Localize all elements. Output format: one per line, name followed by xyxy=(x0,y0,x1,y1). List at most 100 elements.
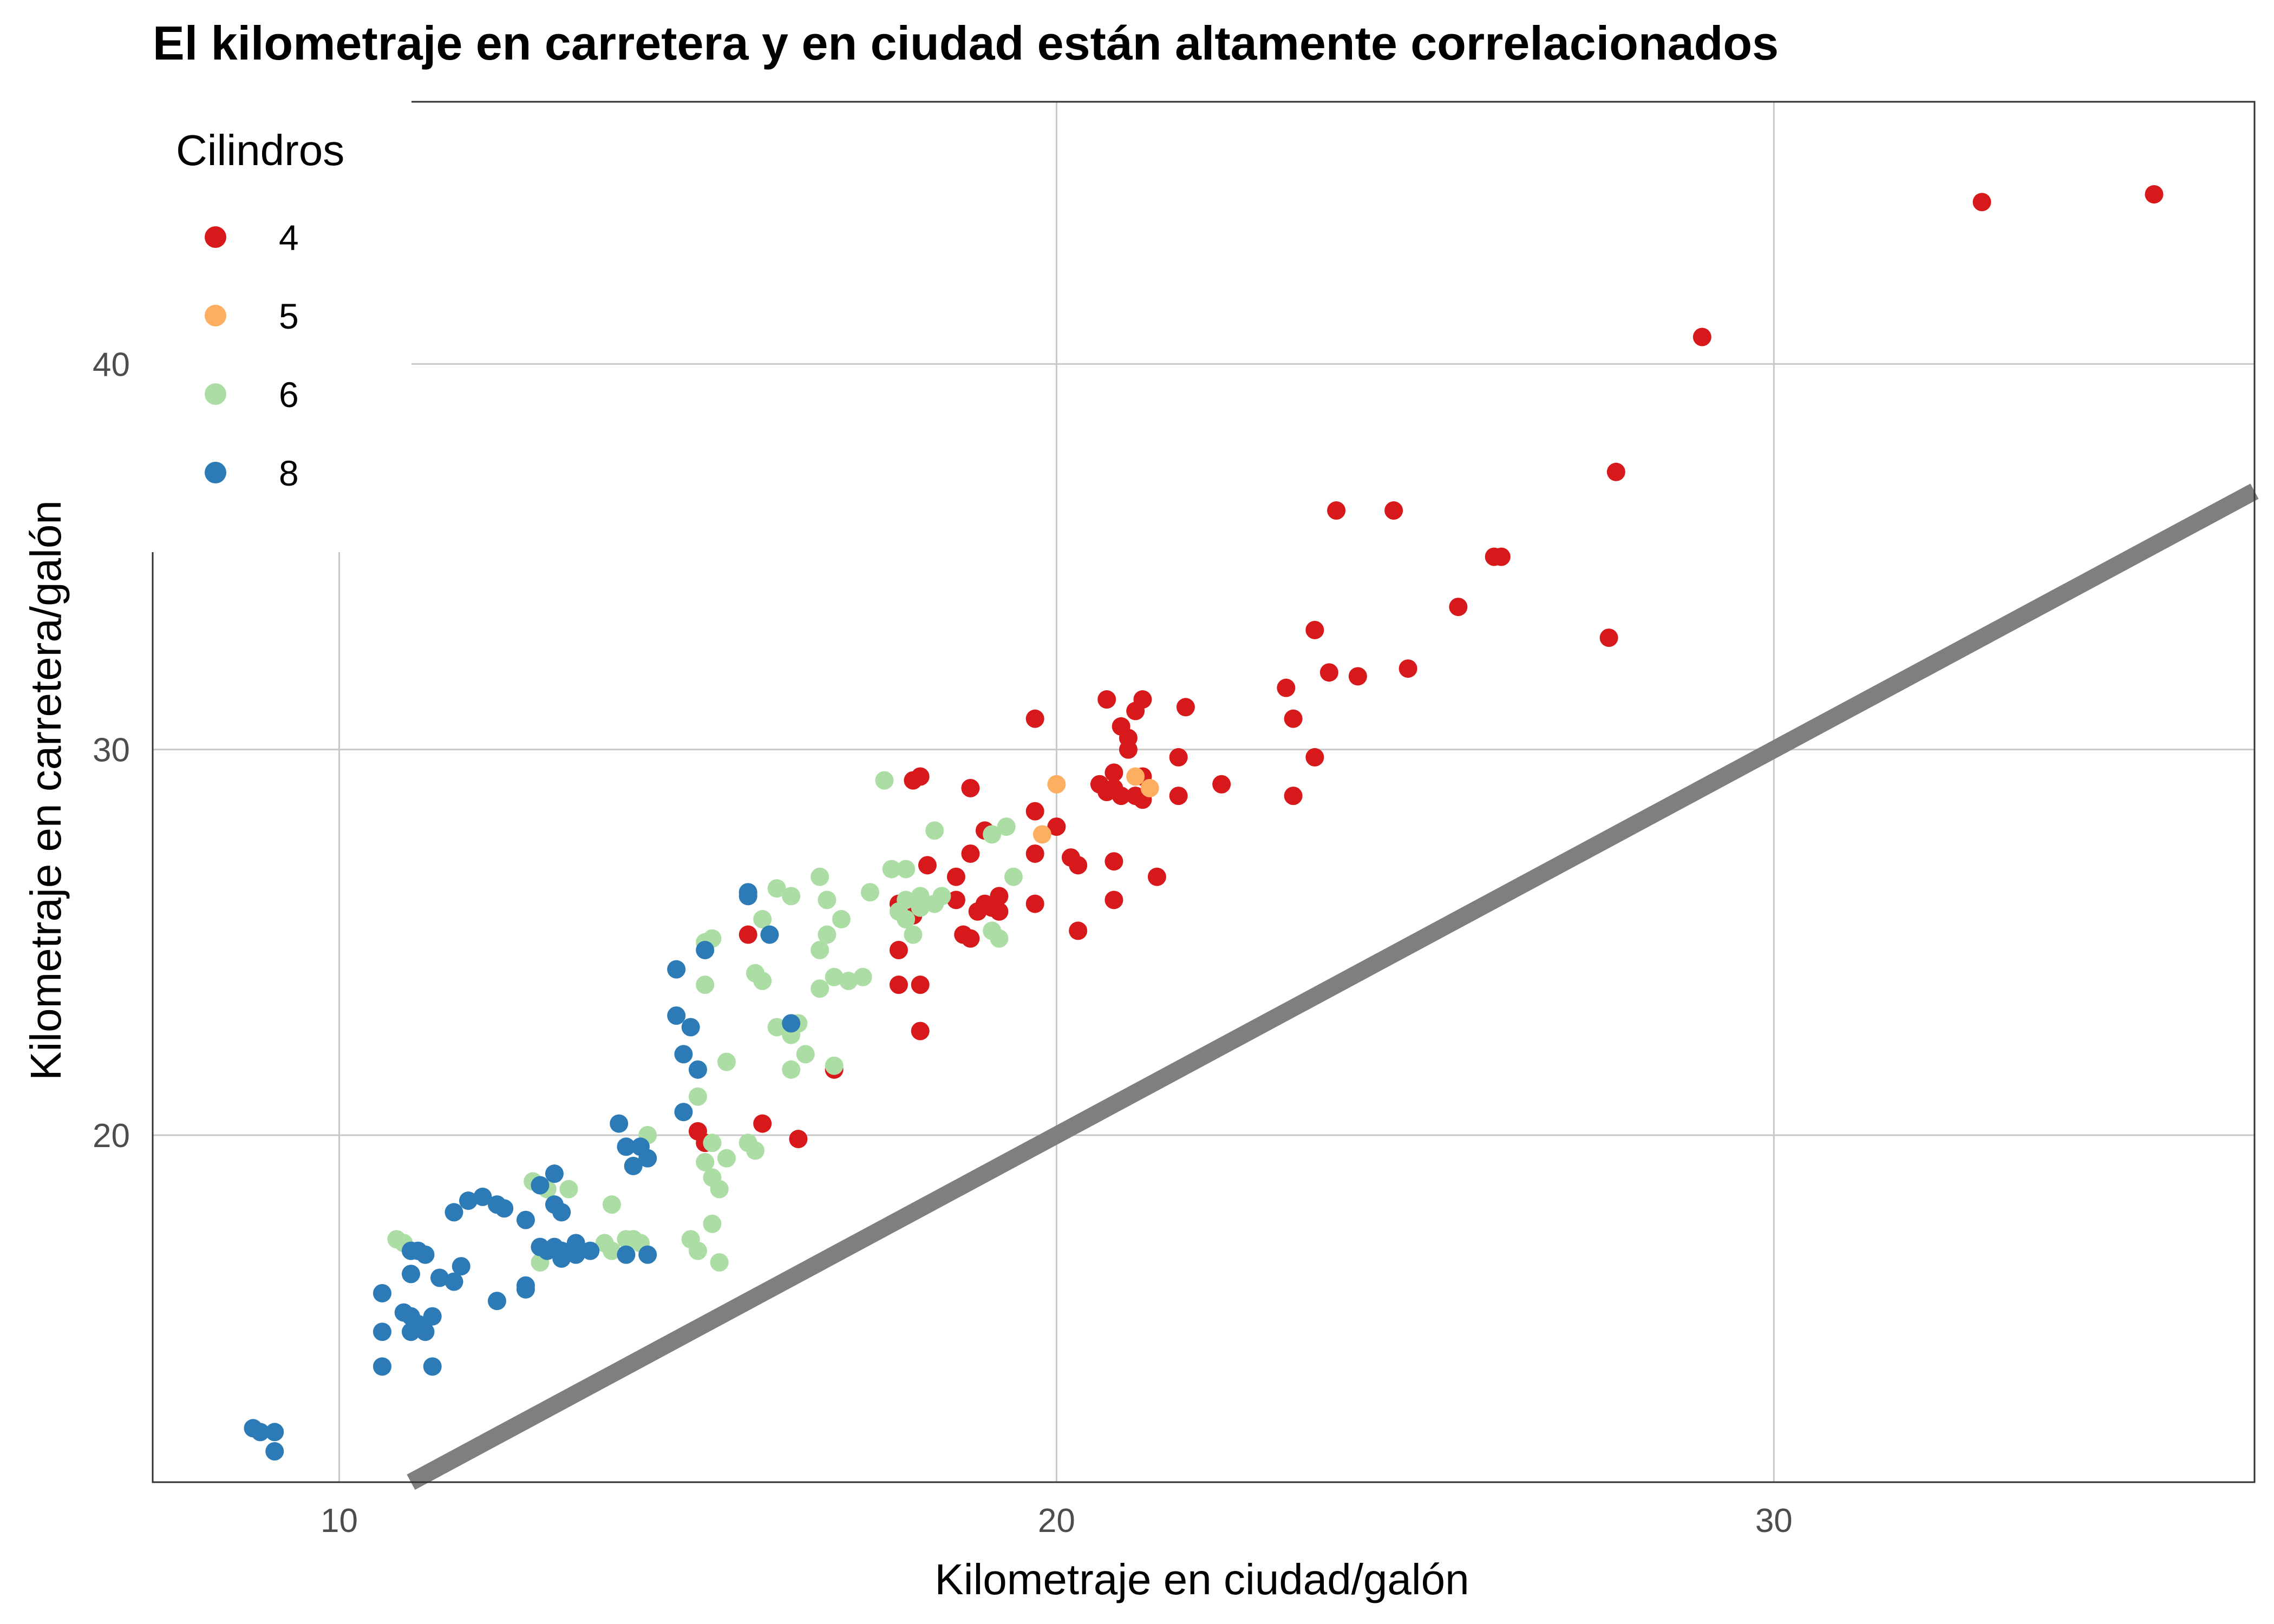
data-point-cyl-8 xyxy=(495,1199,514,1218)
data-point-cyl-8 xyxy=(373,1357,391,1376)
x-tick-label: 20 xyxy=(1038,1502,1075,1540)
data-point-cyl-4 xyxy=(1284,787,1303,806)
data-point-cyl-6 xyxy=(818,925,837,944)
data-point-cyl-8 xyxy=(373,1284,391,1302)
data-point-cyl-8 xyxy=(416,1245,435,1264)
data-point-cyl-8 xyxy=(581,1241,600,1260)
legend-title: Cilindros xyxy=(176,126,344,174)
legend-items: 4 5 6 8 xyxy=(205,218,299,493)
data-point-cyl-4 xyxy=(1112,787,1131,806)
data-point-cyl-8 xyxy=(445,1203,463,1222)
data-point-cyl-8 xyxy=(688,1060,707,1079)
data-point-cyl-8 xyxy=(545,1164,564,1183)
x-tick-label: 10 xyxy=(321,1502,358,1540)
data-point-cyl-4 xyxy=(946,890,965,909)
data-point-cyl-4 xyxy=(1069,856,1088,875)
data-point-cyl-4 xyxy=(2145,185,2164,204)
data-point-cyl-6 xyxy=(860,883,879,902)
data-point-cyl-8 xyxy=(516,1210,535,1229)
data-point-cyl-8 xyxy=(638,1149,657,1168)
data-point-cyl-4 xyxy=(1606,462,1625,481)
reference-line-y-equals-x xyxy=(407,483,2259,1490)
data-point-cyl-4 xyxy=(889,975,908,994)
data-point-cyl-4 xyxy=(1492,547,1511,566)
data-point-cyl-4 xyxy=(1599,628,1618,647)
data-point-cyl-6 xyxy=(710,1180,729,1199)
data-point-cyl-6 xyxy=(911,898,930,917)
data-point-cyl-6 xyxy=(825,1056,844,1075)
data-point-cyl-8 xyxy=(617,1137,636,1156)
data-point-cyl-8 xyxy=(624,1156,643,1175)
data-point-cyl-4 xyxy=(961,844,980,863)
data-point-cyl-6 xyxy=(688,1087,707,1106)
data-point-cyl-6 xyxy=(753,910,772,929)
data-point-cyl-4 xyxy=(1449,598,1468,617)
data-point-cyl-4 xyxy=(1176,698,1195,717)
data-point-cyl-4 xyxy=(1384,501,1403,520)
data-point-cyl-6 xyxy=(782,887,801,906)
data-point-cyl-4 xyxy=(911,767,930,786)
data-point-cyl-6 xyxy=(839,972,858,991)
data-point-cyl-6 xyxy=(782,1060,801,1079)
data-point-cyl-6 xyxy=(696,1152,715,1171)
data-point-cyl-8 xyxy=(401,1265,420,1284)
data-point-cyl-4 xyxy=(961,929,980,948)
data-point-cyl-8 xyxy=(430,1268,449,1287)
data-point-cyl-8 xyxy=(617,1245,636,1264)
data-point-cyl-6 xyxy=(875,771,894,790)
data-point-cyl-4 xyxy=(1025,709,1044,728)
legend-key-cyl-6 xyxy=(205,383,226,405)
data-point-cyl-6 xyxy=(897,860,916,879)
data-point-cyl-4 xyxy=(911,975,930,994)
data-point-cyl-4 xyxy=(918,856,937,875)
data-point-cyl-4 xyxy=(1112,717,1131,736)
data-point-cyl-6 xyxy=(767,879,786,898)
data-point-cyl-4 xyxy=(1025,894,1044,913)
x-tick-label: 30 xyxy=(1755,1502,1793,1540)
data-point-cyl-5 xyxy=(1033,825,1051,844)
data-point-cyl-4 xyxy=(1047,817,1066,836)
data-point-cyl-8 xyxy=(782,1014,801,1033)
data-point-cyl-4 xyxy=(911,1021,930,1040)
data-point-cyl-6 xyxy=(825,967,844,986)
data-point-cyl-6 xyxy=(688,1241,707,1260)
data-point-cyl-6 xyxy=(753,972,772,991)
data-point-cyl-4 xyxy=(1277,678,1296,697)
y-tick-label: 30 xyxy=(93,732,130,769)
data-point-cyl-6 xyxy=(811,941,829,960)
legend-key-cyl-5 xyxy=(205,305,226,326)
data-point-cyl-4 xyxy=(1119,740,1138,759)
y-tick-label: 20 xyxy=(93,1117,130,1155)
data-point-cyl-8 xyxy=(638,1245,657,1264)
plot-panel-border xyxy=(152,101,2256,1483)
data-point-cyl-4 xyxy=(1169,787,1188,806)
data-point-cyl-6 xyxy=(983,921,1002,940)
data-point-cyl-4 xyxy=(1126,702,1145,721)
data-point-cyl-6 xyxy=(696,975,715,994)
data-point-cyl-8 xyxy=(373,1322,391,1341)
data-point-cyl-8 xyxy=(552,1249,571,1268)
data-point-cyl-8 xyxy=(760,925,779,944)
data-point-cyl-6 xyxy=(932,887,951,906)
data-point-cyl-6 xyxy=(882,860,901,879)
data-point-cyl-8 xyxy=(681,1018,700,1037)
y-axis-label: Kilometraje en carretera/galón xyxy=(22,500,70,1081)
data-point-cyl-8 xyxy=(566,1245,585,1264)
legend-key-cyl-8 xyxy=(205,462,226,483)
data-point-cyl-4 xyxy=(1069,921,1088,940)
data-point-cyl-4 xyxy=(961,778,980,797)
data-point-cyl-8 xyxy=(487,1292,506,1311)
data-point-cyl-8 xyxy=(516,1276,535,1295)
x-axis-label: Kilometraje en ciudad/galón xyxy=(935,1555,1469,1603)
data-point-cyl-8 xyxy=(473,1187,492,1206)
data-point-cyl-8 xyxy=(531,1176,550,1195)
legend-label: 4 xyxy=(279,218,299,258)
data-point-cyl-8 xyxy=(674,1045,693,1064)
data-point-cyl-4 xyxy=(753,1114,772,1133)
data-point-cyl-4 xyxy=(1025,802,1044,821)
data-point-cyl-8 xyxy=(251,1423,270,1442)
data-point-cyl-6 xyxy=(602,1241,621,1260)
data-point-cyl-4 xyxy=(1105,763,1123,782)
data-point-cyl-6 xyxy=(897,910,916,929)
